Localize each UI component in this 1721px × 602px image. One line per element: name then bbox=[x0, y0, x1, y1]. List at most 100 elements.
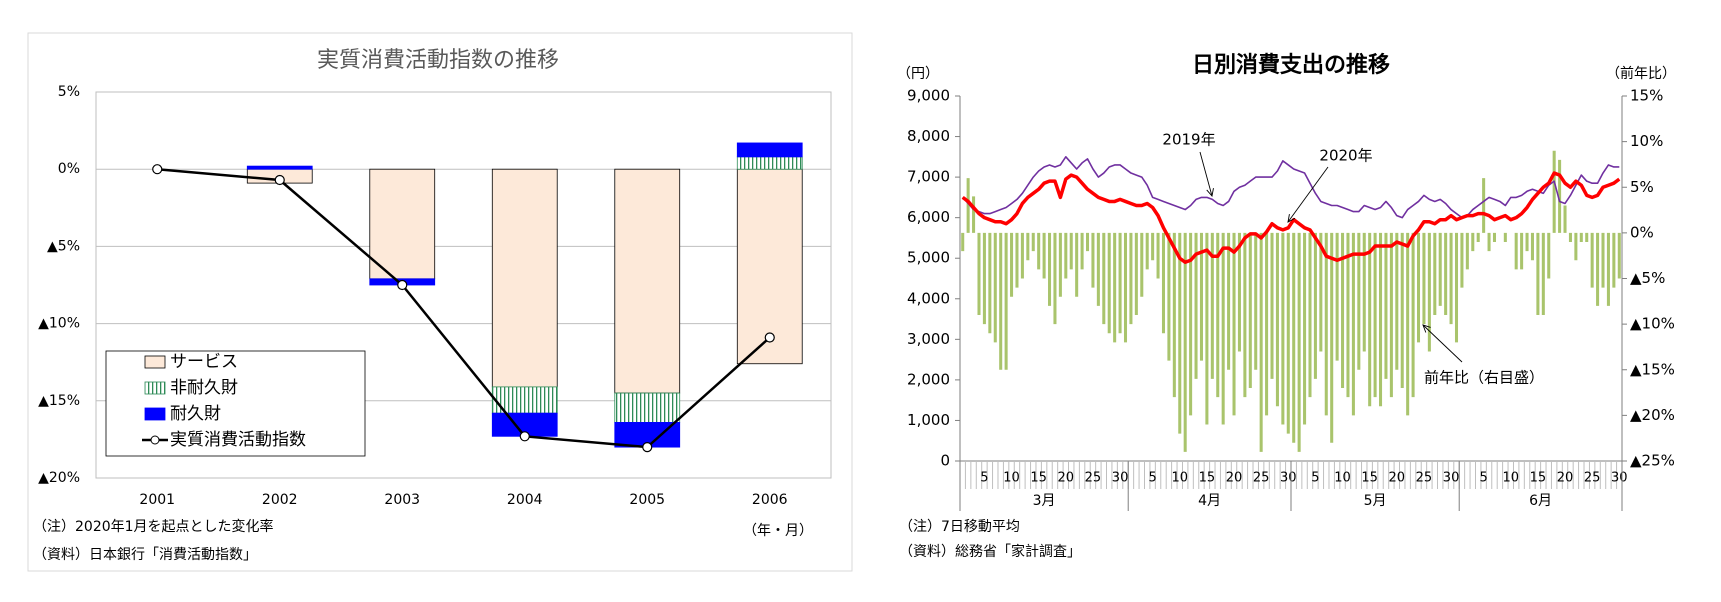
yoy-bar bbox=[1558, 159, 1562, 233]
yoy-bar bbox=[1004, 232, 1008, 370]
note: （資料）日本銀行「消費活動指数」 bbox=[33, 547, 257, 563]
yoy-bar bbox=[1221, 232, 1225, 425]
spending-line bbox=[962, 156, 1620, 219]
yoy-bar bbox=[1134, 232, 1138, 315]
yoy-bar bbox=[1189, 232, 1193, 416]
x-tick-label: 2005 bbox=[629, 492, 665, 508]
x-tick-label: 25 bbox=[1416, 471, 1433, 486]
yoy-bar bbox=[1281, 232, 1285, 425]
y-tick-label: 2,000 bbox=[907, 370, 950, 388]
y2-tick-label: ▲10% bbox=[1630, 315, 1675, 333]
yoy-bar bbox=[1297, 232, 1301, 452]
yoy-bar bbox=[1254, 232, 1258, 370]
yoy-bar bbox=[1080, 232, 1084, 270]
y-tick-label: 7,000 bbox=[907, 168, 950, 186]
yoy-bar bbox=[1357, 232, 1361, 370]
yoy-bar bbox=[1601, 232, 1605, 288]
y2-tick-label: 10% bbox=[1630, 132, 1663, 150]
y-tick-label: 5% bbox=[58, 84, 80, 100]
note: （資料）総務省「家計調査」 bbox=[899, 543, 1081, 560]
yoy-bar bbox=[1503, 232, 1507, 242]
legend-box bbox=[105, 350, 366, 457]
yoy-bar bbox=[1384, 232, 1388, 379]
yoy-bar bbox=[1313, 232, 1317, 379]
yoy-bar bbox=[1145, 232, 1149, 270]
yoy-bar bbox=[1585, 232, 1589, 242]
y2-tick-label: ▲20% bbox=[1630, 406, 1675, 424]
x-tick-label: 30 bbox=[1280, 471, 1297, 486]
annotation-arrow bbox=[1287, 166, 1329, 223]
x-tick-label: 20 bbox=[1058, 471, 1075, 486]
y2-tick-label: 15% bbox=[1630, 87, 1663, 105]
index-line bbox=[157, 167, 771, 449]
yoy-bar bbox=[1547, 232, 1551, 279]
x-tick-label: 15 bbox=[1530, 471, 1547, 486]
yoy-bar bbox=[966, 178, 970, 233]
yoy-bar bbox=[1265, 232, 1269, 416]
yoy-bar bbox=[1216, 232, 1220, 398]
yoy-bar bbox=[1167, 232, 1171, 361]
yoy-bar bbox=[1037, 232, 1041, 270]
yoy-bar bbox=[1454, 232, 1459, 343]
yoy-bar bbox=[1319, 232, 1323, 352]
yoy-bar bbox=[1487, 232, 1491, 252]
yoy-bar bbox=[1270, 232, 1274, 379]
bar-segment bbox=[369, 168, 436, 280]
yoy-bar bbox=[1058, 232, 1062, 297]
yoy-bar bbox=[1113, 232, 1117, 343]
y-tick-label: 1,000 bbox=[907, 411, 950, 429]
yoy-bar bbox=[1096, 232, 1100, 306]
x-unit-label: （年・月） bbox=[743, 523, 813, 539]
yoy-bar bbox=[1324, 232, 1328, 416]
y-tick-label: ▲10% bbox=[38, 316, 80, 332]
x-tick-label: 15 bbox=[1361, 471, 1378, 486]
yoy-bar bbox=[1123, 232, 1128, 343]
x-tick-label: 15 bbox=[1030, 471, 1047, 486]
yoy-bar bbox=[1465, 232, 1469, 270]
y-tick-label: ▲15% bbox=[38, 393, 80, 409]
yoy-bar bbox=[1053, 232, 1057, 325]
yoy-bar bbox=[1362, 232, 1366, 352]
y2-tick-label: 0% bbox=[1630, 223, 1654, 241]
yoy-bar bbox=[1341, 232, 1345, 388]
yoy-bar bbox=[1292, 232, 1296, 443]
x-tick-label: 2004 bbox=[507, 492, 543, 508]
yoy-bar bbox=[1069, 232, 1073, 270]
yoy-bar bbox=[1579, 232, 1583, 242]
yoy-bar bbox=[1596, 232, 1600, 306]
yoy-bar bbox=[1064, 232, 1068, 279]
x-tick-label: 2002 bbox=[262, 492, 298, 508]
x-tick-label: 10 bbox=[1003, 471, 1020, 486]
yoy-bar bbox=[1482, 178, 1486, 233]
yoy-bar bbox=[1400, 232, 1404, 388]
yoy-bar bbox=[1303, 232, 1307, 425]
y-tick-label: 4,000 bbox=[907, 289, 950, 307]
yoy-bar bbox=[1433, 232, 1437, 315]
yoy-bar bbox=[1541, 232, 1545, 315]
yoy-bar bbox=[1346, 232, 1350, 398]
yoy-bar bbox=[982, 232, 986, 325]
arrow-head bbox=[1287, 214, 1296, 223]
x-tick-label: 5 bbox=[1311, 471, 1319, 486]
legend-label: サービス bbox=[170, 352, 238, 372]
legend-marker bbox=[150, 435, 160, 445]
yoy-bar bbox=[1275, 232, 1279, 407]
note: （注）7日移動平均 bbox=[899, 519, 1020, 535]
yoy-bar bbox=[1026, 232, 1030, 261]
x-tick-label: 25 bbox=[1584, 471, 1601, 486]
yoy-bar bbox=[1075, 232, 1079, 297]
yoy-bar bbox=[1379, 232, 1383, 407]
x-tick-label: 30 bbox=[1112, 471, 1129, 486]
y-tick-label: ▲5% bbox=[47, 238, 80, 254]
yoy-bar bbox=[1042, 232, 1046, 279]
bar-segment bbox=[736, 168, 803, 365]
yoy-bar bbox=[1194, 232, 1198, 379]
annotation-arrow bbox=[1422, 324, 1463, 363]
yoy-bar bbox=[1107, 232, 1111, 334]
legend-swatch bbox=[144, 407, 166, 421]
yoy-bar bbox=[1536, 232, 1540, 315]
yoy-bar bbox=[1010, 232, 1014, 297]
yoy-bar bbox=[1471, 232, 1475, 252]
yoy-bar bbox=[1031, 232, 1035, 252]
